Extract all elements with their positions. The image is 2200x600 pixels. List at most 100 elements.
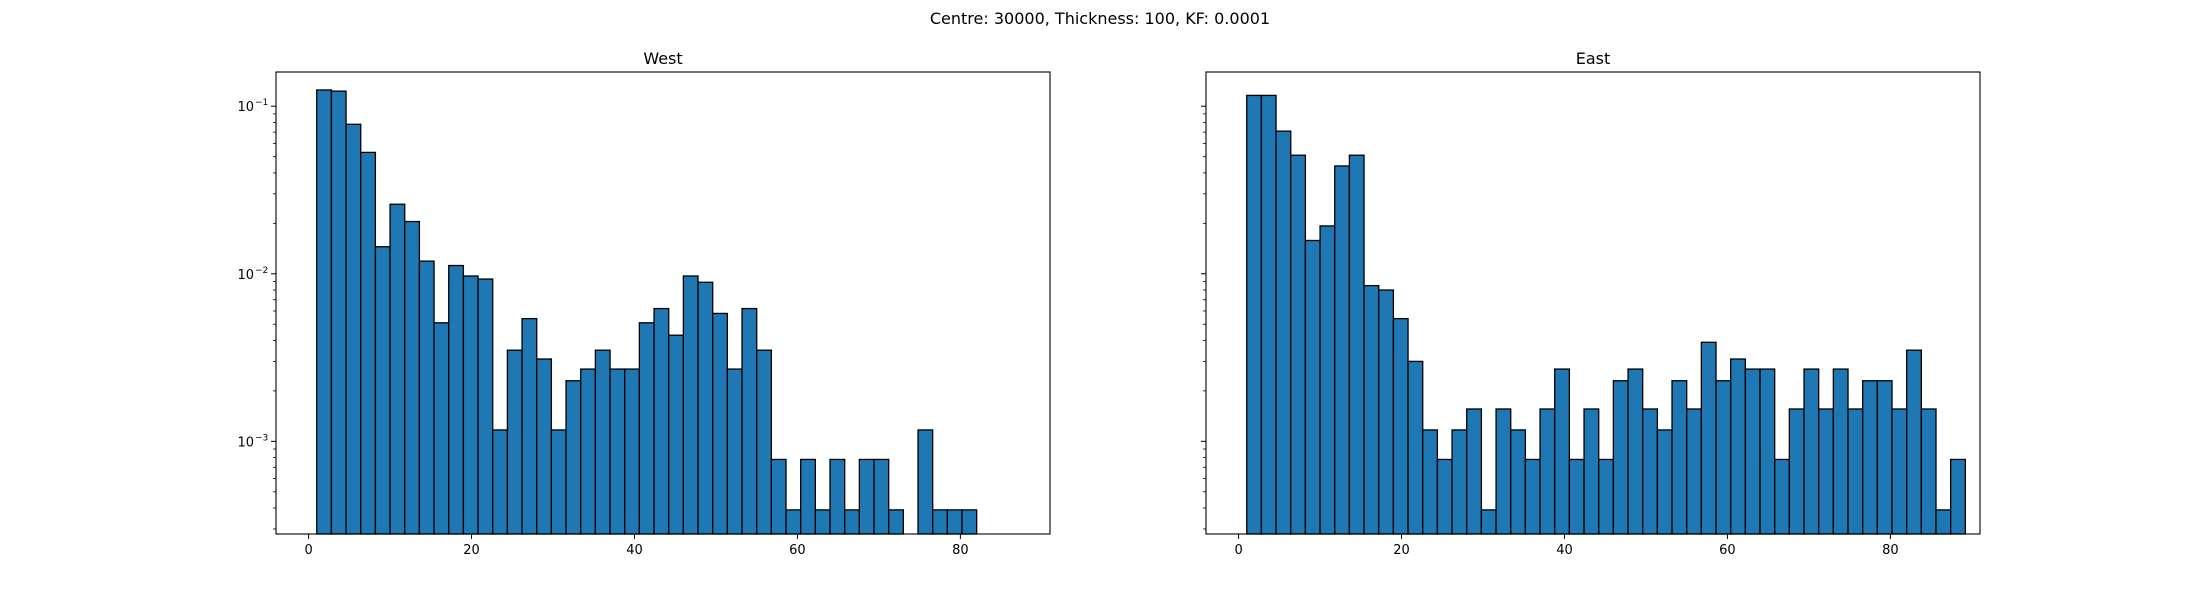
histogram-bar	[1847, 408, 1864, 535]
histogram-bar	[1612, 380, 1629, 535]
histogram-bar	[1774, 458, 1791, 535]
histogram-bar	[1436, 458, 1453, 535]
histogram-bar	[580, 368, 597, 535]
x-tick-label: 0	[1234, 543, 1242, 558]
histogram-bar	[1568, 458, 1585, 535]
histogram-bar	[800, 458, 817, 535]
histogram-bar	[1392, 317, 1409, 535]
histogram-bar	[550, 429, 567, 535]
histogram-bar	[433, 322, 450, 535]
histogram-bar	[1334, 165, 1351, 535]
histogram-bar	[844, 509, 861, 535]
histogram-bar	[638, 322, 655, 535]
histogram-bar	[1759, 368, 1776, 535]
histogram-bar	[1627, 368, 1644, 535]
histogram-bar	[829, 458, 846, 535]
histogram-bar	[345, 123, 362, 535]
histogram-bar	[1524, 458, 1541, 535]
histogram-bar	[374, 246, 391, 535]
histogram-bar	[1260, 94, 1277, 535]
histogram-bar	[888, 509, 904, 535]
histogram-bar	[653, 307, 670, 535]
histogram-bar	[858, 458, 875, 535]
histogram-bar	[756, 349, 773, 535]
histogram-bar	[536, 358, 553, 535]
histogram-bar	[404, 220, 421, 535]
histogram-bar	[1495, 408, 1512, 535]
y-tick-exponent: −3	[255, 433, 268, 443]
histogram-bar	[1466, 408, 1483, 535]
histogram-bar	[1715, 380, 1732, 535]
histogram-bar	[1275, 130, 1292, 535]
histogram-bar	[961, 509, 978, 535]
x-tick-label: 80	[1882, 543, 1899, 558]
histogram-bar	[1935, 509, 1952, 535]
histogram-bar	[1686, 408, 1703, 535]
histogram-bar	[506, 349, 523, 535]
x-tick-label: 40	[1556, 543, 1573, 558]
histogram-bar	[946, 509, 963, 535]
histogram-bar	[1348, 154, 1365, 535]
histogram-bar	[770, 458, 787, 535]
histogram-bar	[932, 509, 948, 535]
histogram-bar	[1583, 408, 1600, 535]
histogram-bar	[1656, 429, 1673, 535]
y-tick-label: 10	[237, 435, 254, 450]
histogram-bar	[1744, 368, 1761, 535]
histogram-bar	[1554, 368, 1571, 535]
histogram-bar	[360, 151, 377, 535]
histogram-bar	[624, 368, 641, 535]
histogram-bar	[1598, 458, 1615, 535]
histogram-bar	[1363, 284, 1380, 535]
histogram-bar	[712, 312, 729, 535]
histogram-bar	[1642, 408, 1659, 535]
histogram-bar	[565, 380, 582, 535]
histogram-bar	[814, 509, 831, 535]
histogram-bar	[1378, 289, 1395, 535]
histogram-bar	[1803, 368, 1820, 535]
histogram-bar	[668, 334, 685, 535]
panel-title: West	[643, 49, 682, 68]
histogram-bar	[1862, 380, 1879, 535]
histogram-bar	[1920, 408, 1937, 535]
histogram-bar	[917, 429, 934, 535]
y-tick-exponent: −1	[255, 98, 268, 108]
histogram-bar	[477, 278, 494, 535]
histogram-bar	[1818, 408, 1835, 535]
x-tick-label: 20	[463, 543, 480, 558]
histogram-bar	[1246, 94, 1263, 535]
histogram-bar	[1832, 368, 1849, 535]
y-tick-label: 10	[237, 100, 254, 115]
histogram-bar	[1480, 509, 1497, 535]
histogram-bar	[682, 275, 699, 535]
histogram-bar	[1876, 380, 1893, 535]
histogram-bar	[492, 429, 509, 535]
panel-title: East	[1576, 49, 1611, 68]
figure-suptitle: Centre: 30000, Thickness: 100, KF: 0.000…	[930, 9, 1270, 28]
histogram-bar	[1891, 408, 1908, 535]
histogram-bar	[594, 349, 611, 535]
histogram-bar	[1422, 429, 1439, 535]
histogram-bar	[1510, 429, 1527, 535]
histogram-bar	[1319, 225, 1336, 535]
x-tick-label: 60	[1719, 543, 1736, 558]
histogram-bar	[448, 264, 465, 535]
histogram-bar	[1407, 360, 1424, 535]
histogram-bar	[1700, 341, 1717, 535]
histogram-bar	[330, 90, 347, 535]
histogram-bar	[785, 509, 802, 535]
axes-frame	[275, 71, 1051, 535]
histogram-bar	[697, 281, 714, 535]
x-tick-label: 80	[952, 543, 969, 558]
histogram-bar	[1451, 429, 1468, 535]
histogram-bar	[418, 260, 435, 535]
histogram-bar	[1539, 408, 1556, 535]
histogram-bar	[1788, 408, 1805, 535]
histogram-bar	[1304, 239, 1321, 535]
y-tick-label: 10	[237, 268, 254, 283]
histogram-bar	[1671, 380, 1688, 535]
histogram-bar	[389, 203, 406, 535]
histogram-bar	[521, 317, 538, 535]
